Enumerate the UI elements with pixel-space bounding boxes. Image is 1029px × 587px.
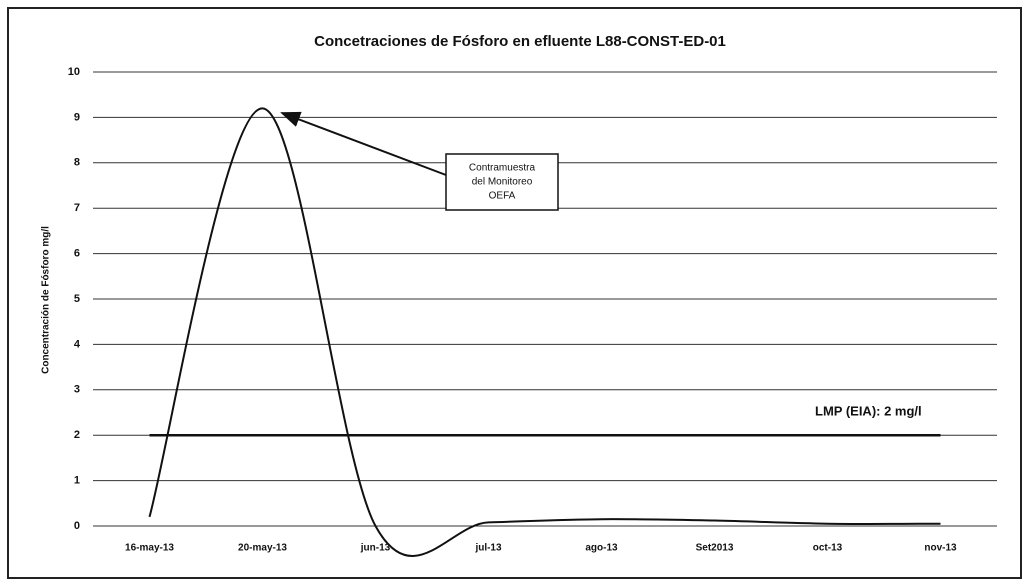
x-tick-label: 16-may-13: [125, 543, 174, 554]
annotation-box: [445, 153, 559, 211]
y-tick-label: 4: [74, 338, 81, 350]
y-tick-label: 6: [74, 248, 80, 260]
chart-title: Concetraciones de Fósforo en efluente L8…: [314, 33, 726, 50]
x-tick-label: ago-13: [585, 543, 618, 554]
x-tick-label: oct-13: [813, 543, 843, 554]
y-tick-label: 2: [74, 429, 80, 441]
x-tick-label: 20-may-13: [238, 543, 287, 554]
y-tick-label: 7: [74, 202, 80, 214]
y-tick-label: 9: [74, 111, 80, 123]
y-tick-label: 5: [74, 293, 80, 305]
x-tick-label: jun-13: [360, 543, 391, 554]
annotation-text: OEFA: [489, 191, 516, 202]
y-tick-label: 0: [74, 520, 80, 532]
x-tick-label: jul-13: [474, 543, 502, 554]
lmp-label: LMP (EIA): 2 mg/l: [815, 403, 922, 418]
chart-frame: [7, 7, 1022, 579]
y-tick-label: 8: [74, 157, 80, 169]
y-tick-label: 1: [74, 475, 80, 487]
annotation-text: Contramuestra: [469, 163, 536, 174]
annotation-arrow: [280, 111, 447, 176]
x-tick-label: Set2013: [696, 543, 734, 554]
annotation-text: del Monitoreo: [472, 177, 533, 188]
line: [148, 107, 941, 557]
y-axis-label: Concentración de Fósforo mg/l: [41, 226, 52, 374]
y-tick-label: 10: [68, 66, 80, 78]
y-tick-label: 3: [74, 384, 80, 396]
x-tick-label: nov-13: [924, 543, 957, 554]
